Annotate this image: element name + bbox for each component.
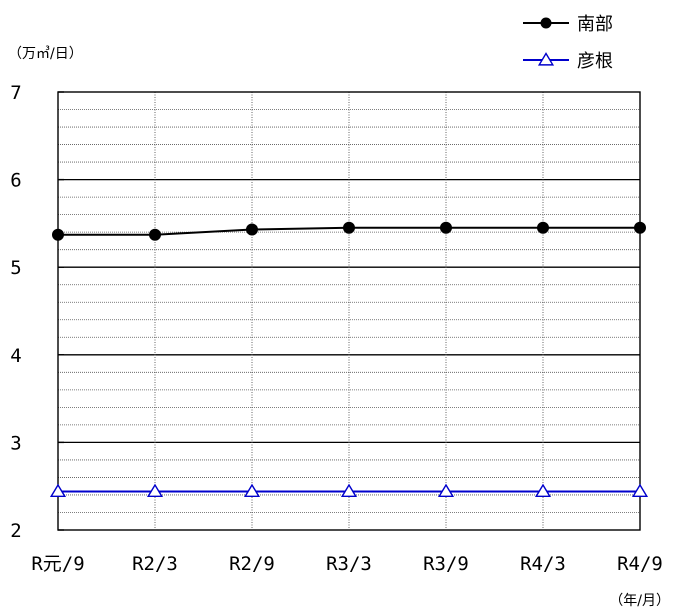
x-tick-label: R2/3 xyxy=(132,553,178,575)
data-point xyxy=(437,483,455,498)
legend-marker xyxy=(540,17,552,29)
x-tick-label: R元/9 xyxy=(31,553,84,575)
data-point xyxy=(149,228,161,241)
legend-marker xyxy=(537,52,555,66)
data-point xyxy=(343,221,355,234)
data-point xyxy=(52,228,64,241)
axes xyxy=(57,91,641,531)
legend-item-1: 南部 xyxy=(523,14,613,35)
legend-label: 彦根 xyxy=(577,51,613,72)
plot-frame xyxy=(57,91,641,531)
x-tick-label: R4/9 xyxy=(617,553,663,575)
y-tick-label: 4 xyxy=(10,345,21,367)
data-point xyxy=(146,483,164,498)
y-tick-label: 6 xyxy=(10,170,21,192)
data-point xyxy=(537,221,549,234)
x-tick-label: R4/3 xyxy=(520,553,566,575)
y-tick-label: 5 xyxy=(10,257,21,279)
y-tick-label: 2 xyxy=(10,520,21,542)
data-point xyxy=(634,221,646,234)
data-point xyxy=(243,483,261,498)
x-tick-label: R3/3 xyxy=(326,553,372,575)
series-1 xyxy=(52,221,646,241)
x-axis-unit-label: （年/月） xyxy=(609,593,670,609)
x-tick-label: R2/9 xyxy=(229,553,275,575)
legend-item-2: 彦根 xyxy=(523,51,613,72)
data-point xyxy=(534,483,552,498)
grid xyxy=(58,92,640,530)
data-point xyxy=(246,223,258,236)
y-tick-label: 7 xyxy=(10,82,21,104)
legend-label: 南部 xyxy=(577,14,613,35)
data-point xyxy=(631,483,649,498)
y-tick-label: 3 xyxy=(10,432,21,454)
data-point xyxy=(340,483,358,498)
tick-labels: 2 3 4 5 6 7 R元/9 R2/3 R2/9 R3/3 R3/9 R4/3 R4/9 xyxy=(10,82,663,575)
x-tick-label: R3/9 xyxy=(423,553,469,575)
series xyxy=(49,221,649,498)
series-2 xyxy=(49,483,649,498)
data-point xyxy=(49,483,67,498)
data-point xyxy=(440,221,452,234)
y-axis-unit-label: （万㎥/日） xyxy=(8,46,83,62)
